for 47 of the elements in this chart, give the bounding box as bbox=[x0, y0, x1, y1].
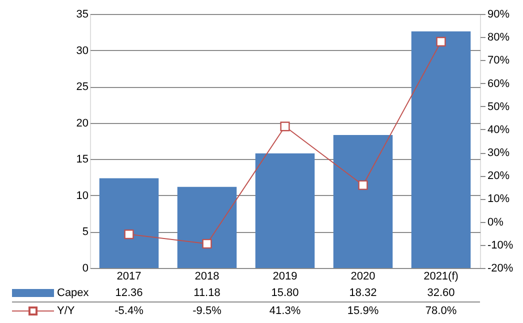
y-tick-label: 25 bbox=[76, 81, 88, 94]
legend-label: Capex bbox=[57, 287, 90, 299]
bar bbox=[333, 135, 393, 268]
y2-tick-label: 90% bbox=[488, 8, 510, 20]
data-label: 32.60 bbox=[427, 287, 455, 299]
bar bbox=[255, 153, 315, 268]
data-label: -9.5% bbox=[192, 305, 222, 317]
y-tick-label: 35 bbox=[76, 8, 88, 20]
data-label: 11.18 bbox=[194, 287, 220, 299]
y2-tick-label: 0% bbox=[488, 216, 504, 228]
y2-tick-label: 30% bbox=[488, 147, 510, 160]
y-tick-label: 5 bbox=[82, 226, 88, 238]
legend-label: Y/Y bbox=[57, 305, 76, 317]
point bbox=[436, 36, 446, 46]
data-label: 18.32 bbox=[349, 287, 377, 299]
bar bbox=[99, 178, 159, 268]
data-label: -5.4% bbox=[114, 305, 144, 317]
y-tick-label: 0 bbox=[82, 262, 88, 274]
bar bbox=[177, 186, 237, 268]
y2-tick-label: 70% bbox=[488, 54, 510, 67]
y2-tick-label: 50% bbox=[488, 100, 510, 113]
y2-tick-label: 40% bbox=[488, 124, 510, 136]
x-tick-label: 2017 bbox=[116, 270, 142, 282]
y2-tick-label: 20% bbox=[488, 170, 510, 182]
point bbox=[358, 180, 368, 190]
y2-tick-label: 60% bbox=[488, 78, 510, 90]
y2-tick-label: -20% bbox=[488, 262, 514, 274]
data-label: 12.36 bbox=[115, 287, 143, 299]
x-tick-label: 2021(f) bbox=[424, 270, 458, 282]
y-tick-label: 20 bbox=[76, 117, 88, 130]
y2-tick-label: -10% bbox=[488, 239, 514, 252]
x-tick-label: 2019 bbox=[272, 270, 298, 282]
y2-tick-label: 80% bbox=[488, 32, 510, 44]
y-tick-label: 15 bbox=[76, 154, 88, 166]
y2-tick-label: 10% bbox=[488, 193, 510, 206]
point bbox=[202, 238, 212, 249]
data-label: 15.80 bbox=[271, 287, 299, 299]
bar bbox=[411, 31, 471, 268]
point bbox=[124, 230, 134, 240]
data-label: 15.9% bbox=[347, 305, 379, 317]
y-tick-label: 10 bbox=[76, 190, 88, 202]
data-label: 41.3% bbox=[269, 305, 301, 317]
data-label: 78.0% bbox=[425, 305, 457, 317]
x-tick-label: 2020 bbox=[350, 270, 376, 282]
y-tick-label: 30 bbox=[76, 44, 88, 57]
point bbox=[280, 122, 290, 132]
x-tick-label: 2018 bbox=[194, 270, 220, 282]
